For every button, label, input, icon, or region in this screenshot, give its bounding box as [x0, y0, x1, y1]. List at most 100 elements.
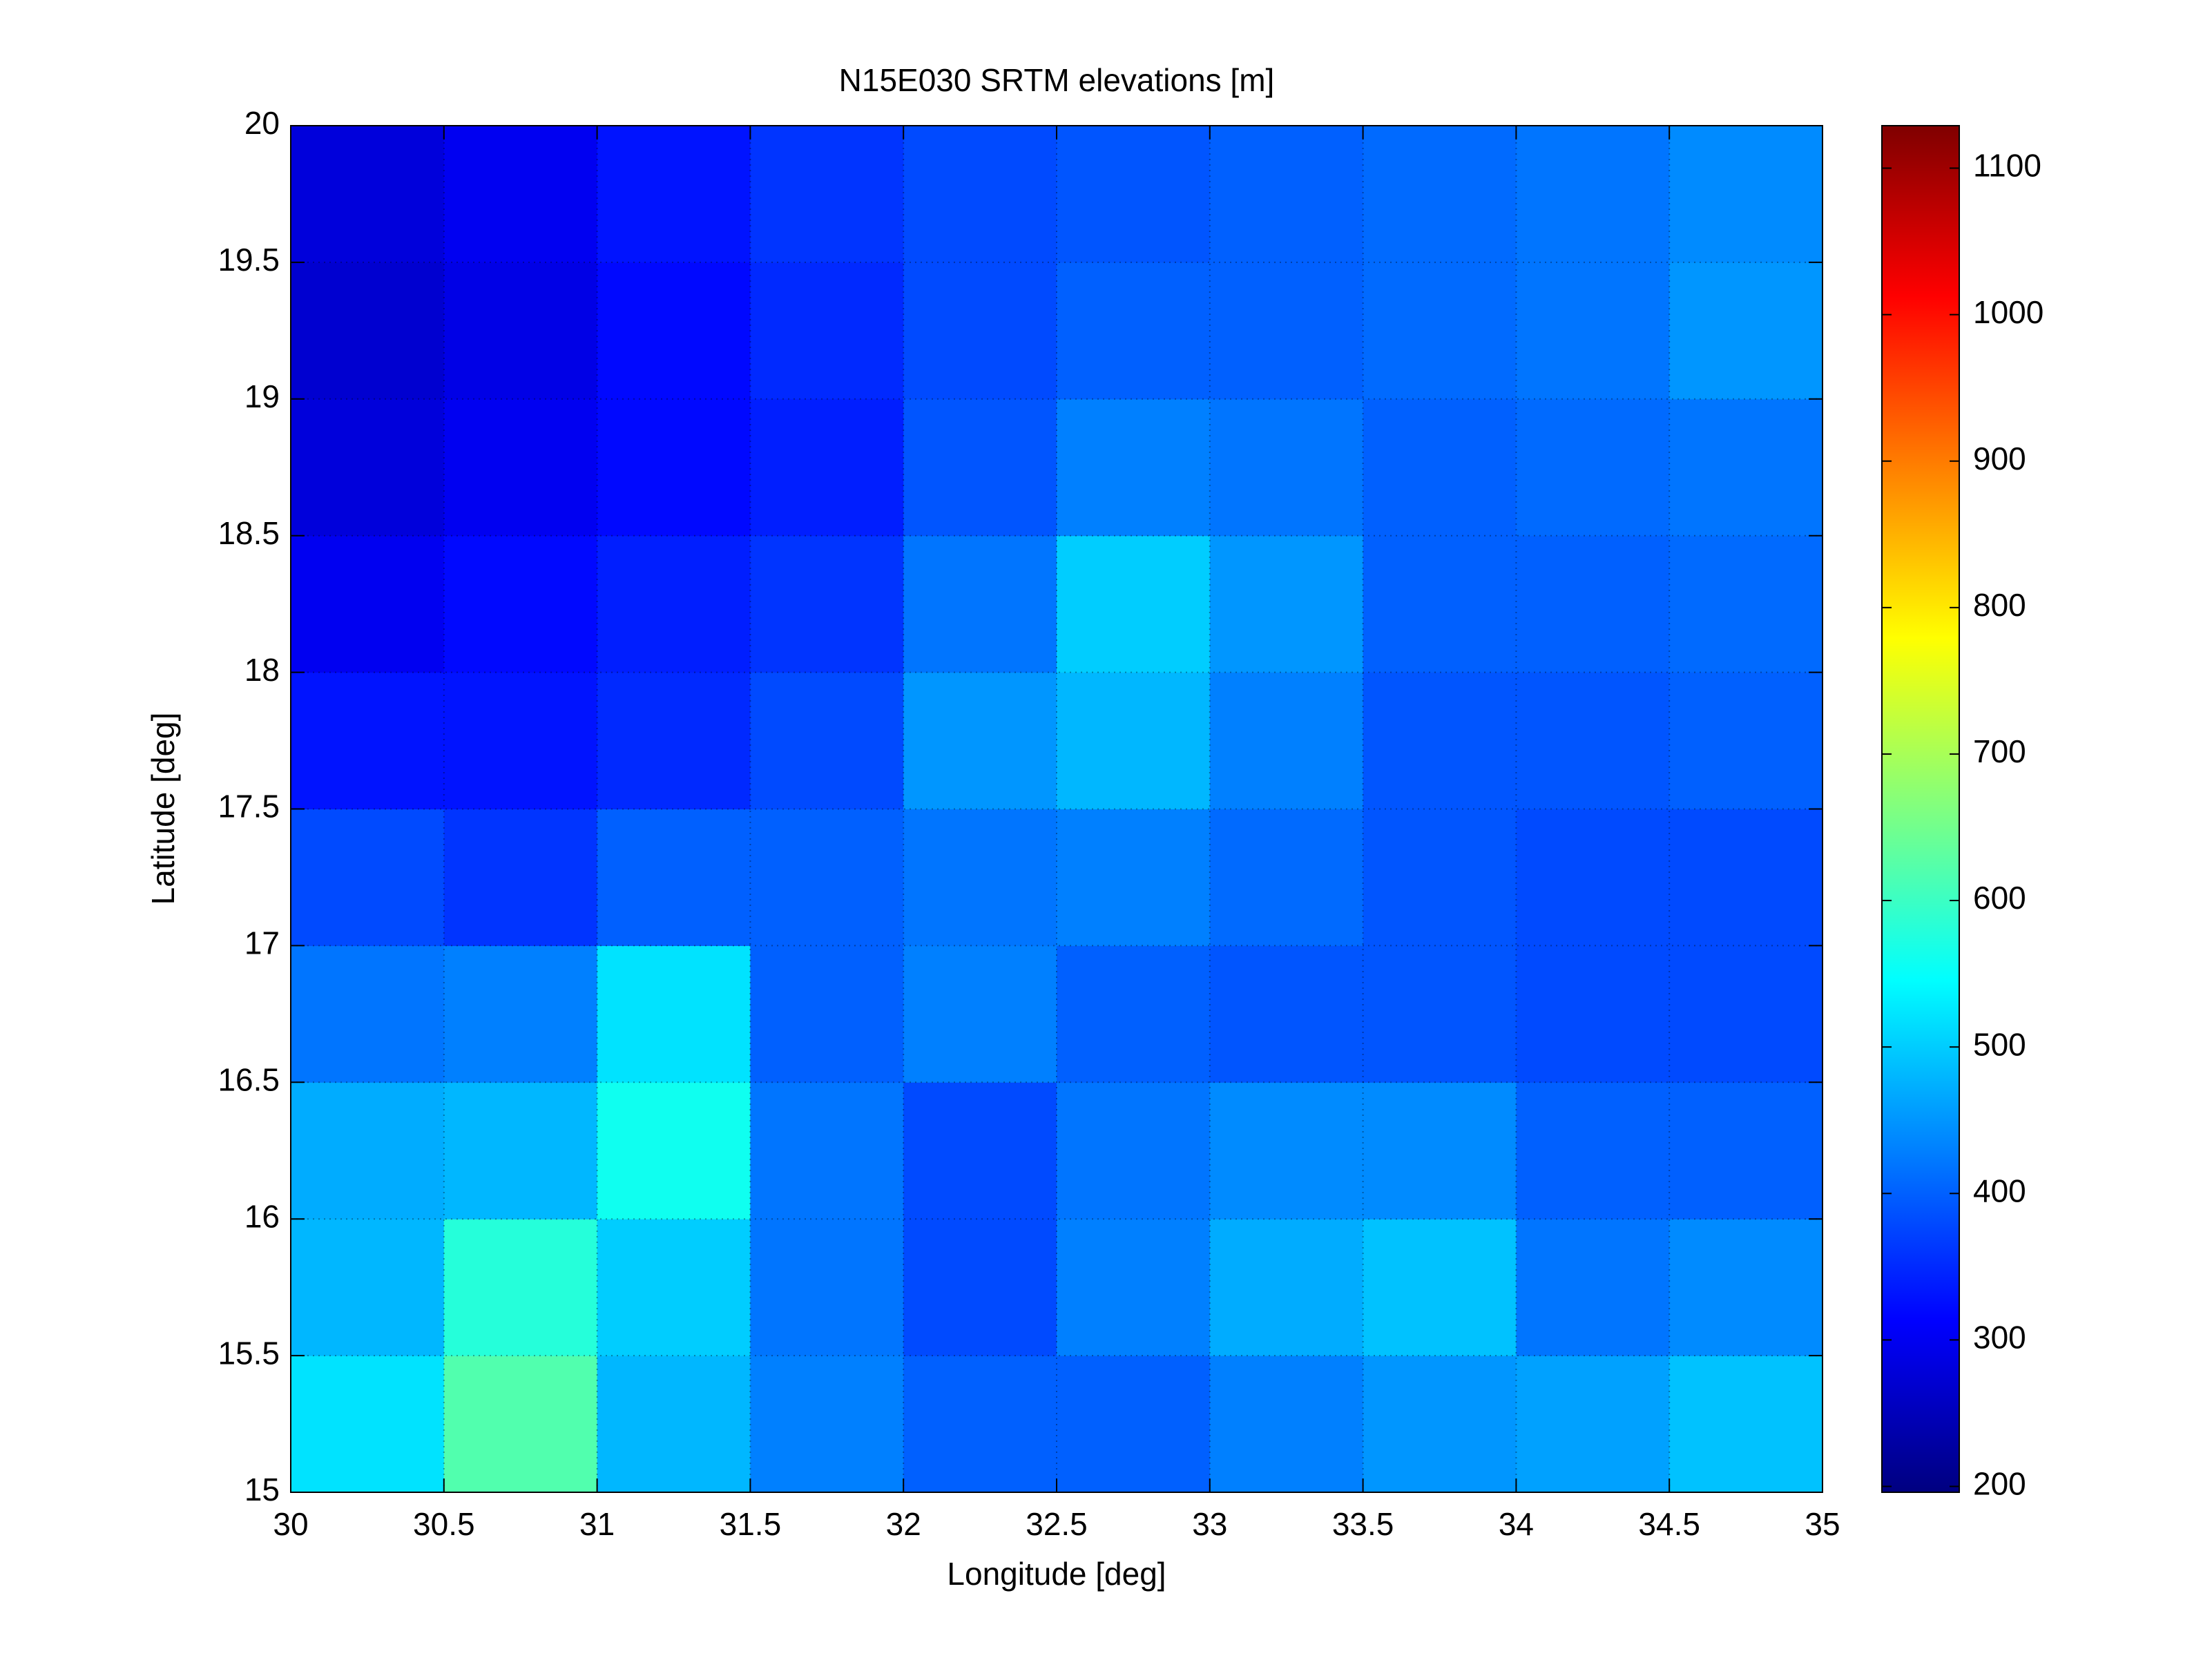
- y-tick-label: 18: [244, 652, 280, 688]
- y-axis-label: Latitude [deg]: [145, 713, 181, 905]
- heatmap-cell: [1516, 1082, 1670, 1220]
- heatmap-cell: [1057, 809, 1211, 946]
- heatmap-cell: [1516, 1219, 1670, 1356]
- heatmap-cell: [1057, 1356, 1211, 1493]
- heatmap-cell: [1669, 535, 1823, 673]
- heatmap-cell: [443, 535, 598, 673]
- x-tick-label: 34: [1499, 1506, 1534, 1542]
- heatmap-cell: [1669, 1082, 1823, 1220]
- y-tick-label: 19.5: [218, 242, 280, 278]
- heatmap-cell: [443, 262, 598, 400]
- heatmap-cell: [291, 809, 445, 946]
- x-tick-label: 34.5: [1638, 1506, 1700, 1542]
- colorbar-tick-label: 700: [1973, 733, 2026, 769]
- heatmap-cell: [750, 1082, 904, 1220]
- heatmap-cell: [1363, 945, 1517, 1083]
- heatmap-cell: [1363, 1082, 1517, 1220]
- chart-title: N15E030 SRTM elevations [m]: [839, 62, 1275, 98]
- heatmap-cell: [597, 1082, 751, 1220]
- heatmap-cell: [1516, 945, 1670, 1083]
- heatmap-cell: [1057, 398, 1211, 537]
- heatmap-cell: [1209, 672, 1364, 809]
- heatmap-cell: [291, 535, 445, 673]
- heatmap-cell: [903, 398, 1057, 537]
- y-tick-label: 17: [244, 925, 280, 961]
- plot-frame: [290, 125, 1823, 1493]
- colorbar-tick-label: 900: [1973, 441, 2026, 476]
- heatmap-cell: [597, 1356, 751, 1493]
- colorbar-tick-label: 400: [1973, 1173, 2026, 1208]
- colorbar-tick-label: 1000: [1973, 294, 2043, 330]
- heatmap-cell: [903, 1082, 1057, 1220]
- colorbar-tick-label: 1100: [1973, 148, 2041, 184]
- y-tick-label: 15.5: [218, 1335, 280, 1371]
- heatmap-cell: [1669, 398, 1823, 537]
- x-tick-label: 31: [579, 1506, 615, 1542]
- heatmap-cell: [1209, 398, 1364, 537]
- heatmap-cell: [291, 1356, 445, 1493]
- heatmap-cell: [1209, 262, 1364, 400]
- heatmap-cell: [443, 1082, 598, 1220]
- heatmap-cell: [750, 1356, 904, 1493]
- heatmap-cell: [903, 945, 1057, 1083]
- y-tick-label: 15: [244, 1472, 280, 1507]
- heatmap-cell: [1057, 262, 1211, 400]
- x-axis-label: Longitude [deg]: [947, 1556, 1166, 1592]
- heatmap-cell: [1669, 1219, 1823, 1356]
- heatmap-cell: [1669, 945, 1823, 1083]
- heatmap-cell: [1669, 809, 1823, 946]
- heatmap-cell: [291, 262, 445, 400]
- x-tick-label: 32: [886, 1506, 921, 1542]
- heatmap-cell: [1209, 535, 1364, 673]
- colorbar: [1881, 125, 1960, 1493]
- colorbar-tick-label: 300: [1973, 1320, 2026, 1356]
- y-tick-label: 18.5: [218, 515, 280, 551]
- heatmap-cell: [1516, 535, 1670, 673]
- heatmap-cell: [291, 1219, 445, 1356]
- heatmap-cell: [597, 126, 751, 263]
- heatmap-cell: [1209, 809, 1364, 946]
- heatmap-cell: [1363, 262, 1517, 400]
- heatmap-cell: [597, 809, 751, 946]
- heatmap: [291, 126, 1823, 1493]
- heatmap-cell: [1669, 672, 1823, 809]
- y-tick-label: 19: [244, 378, 280, 414]
- heatmap-cell: [291, 1082, 445, 1220]
- heatmap-cell: [291, 672, 445, 809]
- colorbar-tick-label: 600: [1973, 880, 2026, 916]
- heatmap-cell: [1516, 398, 1670, 537]
- heatmap-cell: [903, 809, 1057, 946]
- y-tick-label: 20: [244, 105, 280, 141]
- heatmap-cell: [1363, 809, 1517, 946]
- heatmap-cell: [750, 1219, 904, 1356]
- heatmap-cell: [750, 809, 904, 946]
- heatmap-cell: [1209, 1219, 1364, 1356]
- heatmap-cell: [903, 262, 1057, 400]
- x-tick-label: 35: [1805, 1506, 1840, 1542]
- heatmap-cell: [1669, 1356, 1823, 1493]
- heatmap-cell: [443, 1356, 598, 1493]
- heatmap-cell: [443, 945, 598, 1083]
- heatmap-cell: [443, 672, 598, 809]
- heatmap-cell: [443, 398, 598, 537]
- heatmap-cell: [750, 398, 904, 537]
- heatmap-cell: [1516, 809, 1670, 946]
- heatmap-cell: [1209, 1082, 1364, 1220]
- colorbar-tick-label: 800: [1973, 587, 2026, 623]
- heatmap-cell: [597, 262, 751, 400]
- heatmap-cell: [1057, 672, 1211, 809]
- heatmap-cell: [597, 535, 751, 673]
- heatmap-cell: [1209, 126, 1364, 263]
- heatmap-cell: [1363, 398, 1517, 537]
- x-tick-label: 31.5: [720, 1506, 782, 1542]
- y-tick-label: 16.5: [218, 1061, 280, 1097]
- heatmap-cell: [750, 945, 904, 1083]
- heatmap-cell: [597, 672, 751, 809]
- heatmap-cell: [1669, 262, 1823, 400]
- heatmap-cell: [1057, 535, 1211, 673]
- heatmap-cell: [597, 1219, 751, 1356]
- heatmap-cell: [750, 126, 904, 263]
- x-tick-label: 30.5: [413, 1506, 475, 1542]
- y-tick-label: 17.5: [218, 789, 280, 825]
